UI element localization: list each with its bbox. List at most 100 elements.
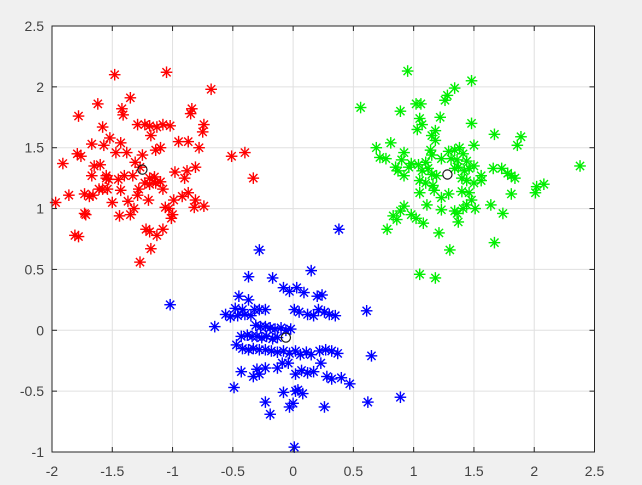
x-tick-label: -0.5 (221, 463, 245, 479)
asterisk-marker (158, 184, 168, 194)
asterisk-marker (497, 163, 507, 174)
asterisk-marker (260, 397, 270, 407)
asterisk-marker (317, 290, 327, 300)
cluster-centroids (137, 164, 453, 343)
asterisk-marker (469, 140, 479, 150)
asterisk-marker (102, 184, 113, 194)
asterisk-marker (399, 201, 409, 211)
asterisk-marker (392, 214, 402, 225)
asterisk-marker (230, 303, 240, 313)
asterisk-marker (289, 304, 299, 315)
asterisk-marker (470, 203, 480, 214)
asterisk-marker (436, 154, 446, 164)
asterisk-marker (427, 150, 437, 160)
asterisk-marker (236, 367, 246, 377)
asterisk-marker (415, 113, 425, 124)
asterisk-marker (516, 132, 526, 142)
asterisk-marker (155, 143, 166, 153)
y-tick-label: 1 (36, 201, 44, 217)
asterisk-marker (476, 175, 486, 186)
asterisk-marker (252, 331, 262, 341)
asterisk-marker (158, 119, 168, 130)
asterisk-marker (278, 283, 289, 293)
asterisk-marker (286, 324, 296, 334)
tick-labels: -2 -1.5 -1 -0.5 0 0.5 1 1.5 2 2.5 -1 -0.5 0 0.5 1 1.5 2 2… (20, 18, 605, 479)
asterisk-marker (319, 402, 330, 412)
asterisk-marker (315, 346, 325, 356)
asterisk-marker (70, 230, 80, 240)
asterisk-marker (444, 189, 454, 199)
asterisk-marker (298, 388, 308, 399)
asterisk-marker (132, 190, 143, 200)
asterisk-marker (512, 140, 522, 150)
asterisk-marker (427, 130, 437, 141)
asterisk-marker (93, 99, 103, 109)
asterisk-marker (445, 245, 455, 255)
asterisk-marker (395, 106, 406, 116)
asterisk-marker (362, 306, 372, 316)
asterisk-marker (173, 137, 184, 147)
asterisk-marker (453, 217, 463, 227)
asterisk-marker (309, 311, 319, 321)
asterisk-marker (539, 179, 549, 189)
asterisk-marker (371, 143, 381, 153)
asterisk-marker (452, 208, 462, 219)
asterisk-marker (283, 358, 293, 368)
asterisk-marker (95, 160, 105, 170)
y-tick-label: 2.5 (25, 18, 45, 34)
asterisk-marker (137, 150, 148, 160)
centroid-marker (137, 164, 148, 175)
asterisk-marker (114, 211, 125, 221)
asterisk-marker (149, 172, 160, 182)
asterisk-marker (450, 83, 460, 93)
asterisk-marker (425, 145, 436, 155)
asterisk-marker (260, 363, 270, 373)
asterisk-marker (155, 177, 166, 187)
centroid-marker (442, 169, 453, 180)
asterisk-marker (454, 143, 465, 153)
asterisk-marker (330, 311, 340, 321)
asterisk-marker (118, 110, 128, 120)
asterisk-marker (382, 224, 392, 234)
asterisk-marker (469, 161, 479, 171)
asterisk-marker (397, 155, 407, 165)
asterisk-marker (399, 171, 409, 181)
asterisk-marker (140, 119, 150, 130)
asterisk-marker (237, 304, 248, 315)
asterisk-marker (415, 269, 425, 279)
asterisk-marker (145, 121, 155, 131)
asterisk-marker (51, 197, 61, 208)
asterisk-marker (489, 238, 500, 248)
asterisk-marker (336, 373, 346, 383)
asterisk-marker (221, 309, 231, 320)
asterisk-marker (268, 273, 278, 283)
asterisk-marker (381, 154, 391, 164)
asterisk-marker (76, 151, 86, 161)
asterisk-marker (406, 210, 416, 220)
asterisk-marker (180, 173, 190, 183)
asterisk-marker (252, 364, 262, 374)
asterisk-marker (72, 149, 82, 159)
asterisk-marker (143, 195, 154, 205)
asterisk-marker (436, 193, 446, 203)
asterisk-marker (289, 442, 299, 452)
asterisk-marker (225, 312, 236, 322)
asterisk-marker (306, 266, 316, 276)
asterisk-marker (73, 231, 84, 242)
asterisk-marker (386, 138, 396, 148)
asterisk-marker (190, 195, 201, 205)
asterisk-marker (421, 178, 431, 188)
asterisk-marker (366, 351, 377, 361)
asterisk-marker (462, 156, 472, 166)
plot-area (52, 26, 595, 452)
asterisk-marker (457, 173, 467, 183)
x-tick-label: 2.5 (585, 463, 605, 479)
asterisk-marker (327, 346, 337, 356)
asterisk-marker (395, 392, 406, 402)
asterisk-marker (183, 188, 193, 198)
cluster-2-green-points (354, 65, 586, 284)
asterisk-marker (141, 224, 151, 234)
asterisk-marker (123, 196, 133, 206)
y-tick-label: 0 (36, 322, 44, 338)
x-tick-label: 1.5 (464, 463, 484, 479)
